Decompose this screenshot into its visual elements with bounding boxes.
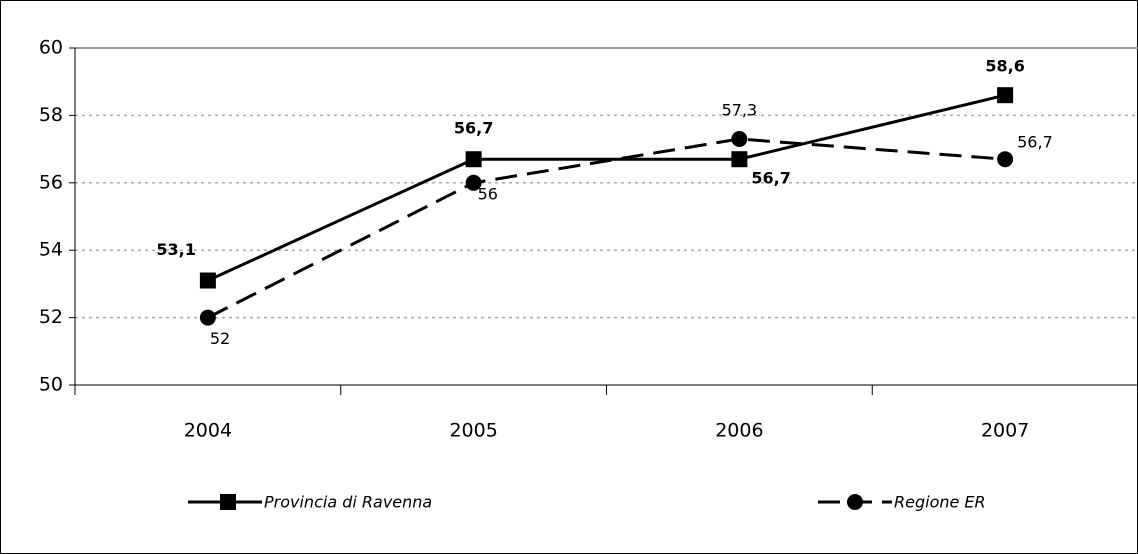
marker — [997, 151, 1014, 168]
marker — [731, 151, 748, 168]
data-label: 56 — [478, 184, 498, 203]
legend: Provincia di Ravenna Regione ER — [188, 493, 986, 512]
x-tick-label: 2007 — [981, 420, 1029, 442]
marker — [997, 87, 1014, 104]
y-tick-label: 58 — [39, 104, 63, 126]
legend-marker — [220, 494, 236, 510]
marker — [199, 309, 216, 326]
marker — [731, 130, 748, 147]
series-line — [207, 137, 1006, 319]
data-label: 56,7 — [1017, 133, 1053, 152]
marker — [465, 174, 482, 191]
legend-marker — [847, 494, 863, 510]
y-tick-label: 60 — [39, 37, 63, 59]
series-line — [207, 93, 1006, 282]
y-tick-label: 52 — [39, 306, 63, 328]
data-label: 58,6 — [985, 57, 1024, 76]
data-label: 52 — [210, 329, 230, 348]
marker — [465, 151, 482, 168]
marker — [199, 272, 216, 289]
y-tick-label: 56 — [39, 171, 63, 193]
x-tick-label: 2006 — [715, 420, 763, 442]
data-label: 53,1 — [156, 240, 195, 259]
legend-label: Provincia di Ravenna — [264, 493, 432, 512]
legend-label: Regione ER — [894, 493, 986, 512]
x-tick-label: 2004 — [184, 420, 232, 442]
data-label: 56,7 — [454, 119, 493, 138]
y-tick-label: 54 — [39, 239, 63, 261]
x-tick-label: 2005 — [449, 420, 497, 442]
data-label: 56,7 — [751, 169, 790, 188]
y-tick-label: 50 — [39, 374, 63, 396]
data-label: 57,3 — [722, 100, 758, 119]
